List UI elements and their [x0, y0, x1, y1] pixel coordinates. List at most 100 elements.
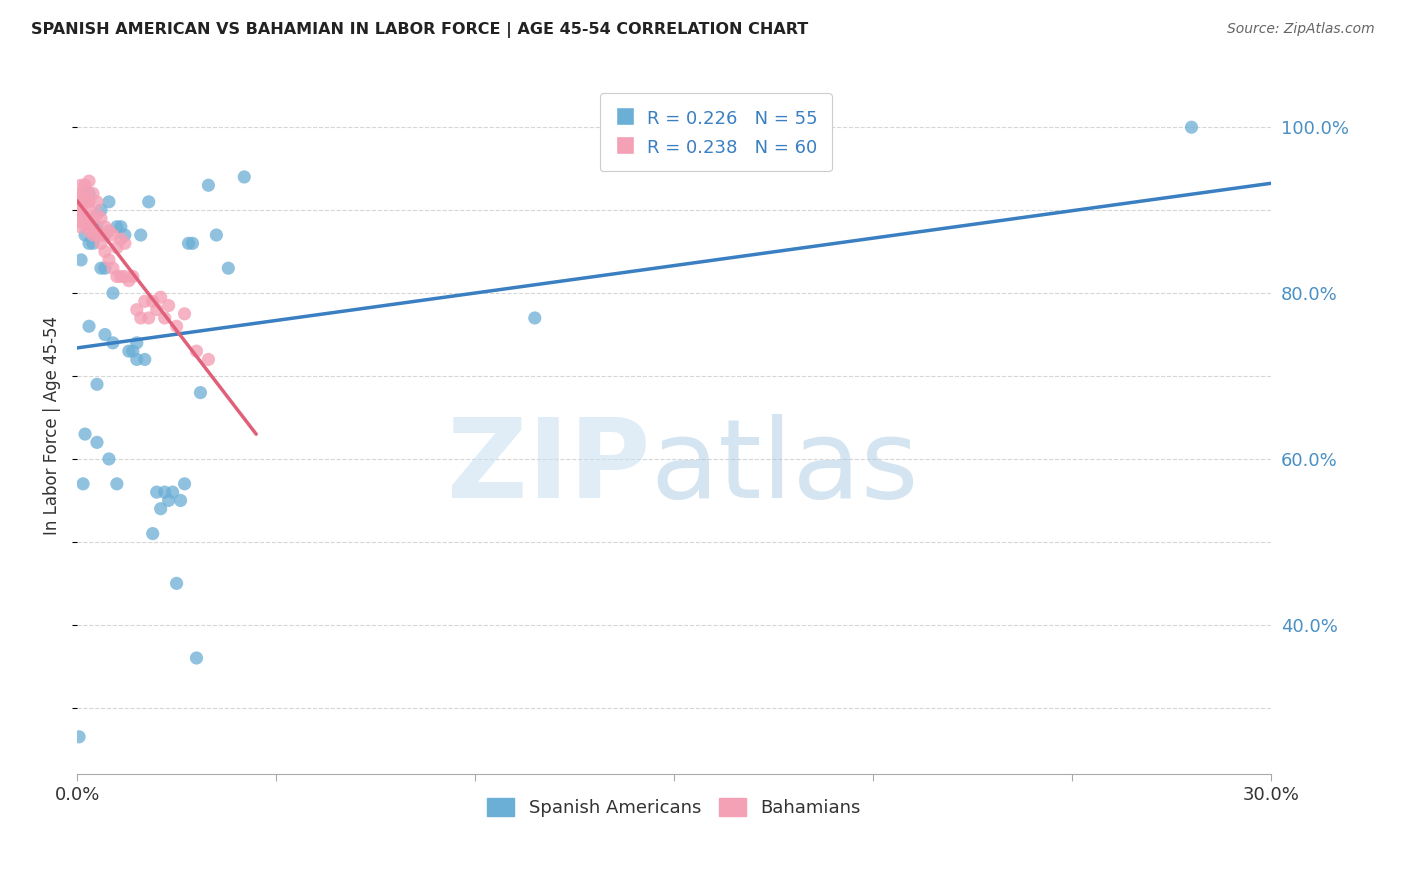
- Point: [142, 526, 165, 541]
- Point: [121, 344, 143, 359]
- Point: [67, 199, 90, 213]
- Point: [157, 493, 180, 508]
- Point: [145, 485, 167, 500]
- Point: [138, 194, 160, 209]
- Point: [73, 194, 96, 209]
- Point: [94, 219, 117, 234]
- Point: [73, 227, 96, 242]
- Point: [67, 730, 90, 744]
- Point: [94, 227, 117, 242]
- Point: [73, 178, 96, 193]
- Point: [145, 302, 167, 317]
- Point: [105, 240, 128, 254]
- Point: [67, 203, 90, 218]
- Point: [73, 427, 96, 442]
- Point: [90, 203, 112, 218]
- Point: [110, 232, 132, 246]
- Point: [157, 299, 180, 313]
- Point: [77, 203, 100, 218]
- Point: [118, 344, 141, 359]
- Point: [233, 169, 256, 184]
- Point: [90, 211, 112, 226]
- Text: ZIP: ZIP: [447, 414, 650, 521]
- Point: [72, 207, 94, 221]
- Point: [86, 219, 108, 234]
- Point: [70, 203, 93, 218]
- Point: [77, 236, 100, 251]
- Point: [82, 236, 104, 251]
- Point: [101, 286, 124, 301]
- Point: [205, 227, 228, 242]
- Point: [70, 178, 93, 193]
- Point: [86, 435, 108, 450]
- Point: [129, 227, 152, 242]
- Point: [86, 377, 108, 392]
- Point: [69, 207, 91, 221]
- Point: [114, 227, 136, 242]
- Point: [67, 194, 90, 209]
- Point: [82, 219, 104, 234]
- Point: [73, 194, 96, 209]
- Point: [70, 186, 93, 201]
- Point: [118, 274, 141, 288]
- Point: [73, 216, 96, 230]
- Point: [105, 476, 128, 491]
- Point: [82, 186, 104, 201]
- Point: [121, 269, 143, 284]
- Point: [77, 319, 100, 334]
- Point: [77, 186, 100, 201]
- Point: [77, 224, 100, 238]
- Point: [142, 294, 165, 309]
- Point: [166, 319, 188, 334]
- Text: Source: ZipAtlas.com: Source: ZipAtlas.com: [1227, 22, 1375, 37]
- Point: [125, 302, 148, 317]
- Point: [114, 236, 136, 251]
- Point: [173, 307, 195, 321]
- Point: [169, 493, 191, 508]
- Point: [76, 186, 98, 201]
- Point: [90, 227, 112, 242]
- Point: [197, 352, 219, 367]
- Point: [134, 352, 156, 367]
- Point: [149, 290, 172, 304]
- Point: [114, 269, 136, 284]
- Point: [110, 269, 132, 284]
- Point: [105, 219, 128, 234]
- Point: [125, 335, 148, 350]
- Point: [197, 178, 219, 193]
- Point: [86, 207, 108, 221]
- Point: [217, 261, 239, 276]
- Point: [97, 194, 120, 209]
- Point: [186, 651, 208, 665]
- Point: [138, 310, 160, 325]
- Y-axis label: In Labor Force | Age 45-54: In Labor Force | Age 45-54: [44, 317, 60, 535]
- Point: [90, 261, 112, 276]
- Point: [97, 452, 120, 467]
- Point: [105, 269, 128, 284]
- Text: SPANISH AMERICAN VS BAHAMIAN IN LABOR FORCE | AGE 45-54 CORRELATION CHART: SPANISH AMERICAN VS BAHAMIAN IN LABOR FO…: [31, 22, 808, 38]
- Point: [97, 224, 120, 238]
- Point: [69, 219, 91, 234]
- Point: [149, 501, 172, 516]
- Point: [86, 194, 108, 209]
- Point: [190, 385, 212, 400]
- Point: [153, 485, 176, 500]
- Point: [125, 352, 148, 367]
- Point: [67, 191, 90, 205]
- Point: [77, 219, 100, 234]
- Point: [86, 227, 108, 242]
- Point: [162, 485, 184, 500]
- Point: [1180, 120, 1202, 135]
- Point: [72, 194, 94, 209]
- Legend: Spanish Americans, Bahamians: Spanish Americans, Bahamians: [479, 790, 869, 824]
- Point: [101, 261, 124, 276]
- Point: [94, 261, 117, 276]
- Point: [153, 310, 176, 325]
- Point: [177, 236, 200, 251]
- Point: [77, 211, 100, 226]
- Point: [181, 236, 204, 251]
- Point: [69, 194, 91, 209]
- Point: [94, 244, 117, 259]
- Text: atlas: atlas: [650, 414, 918, 521]
- Point: [129, 310, 152, 325]
